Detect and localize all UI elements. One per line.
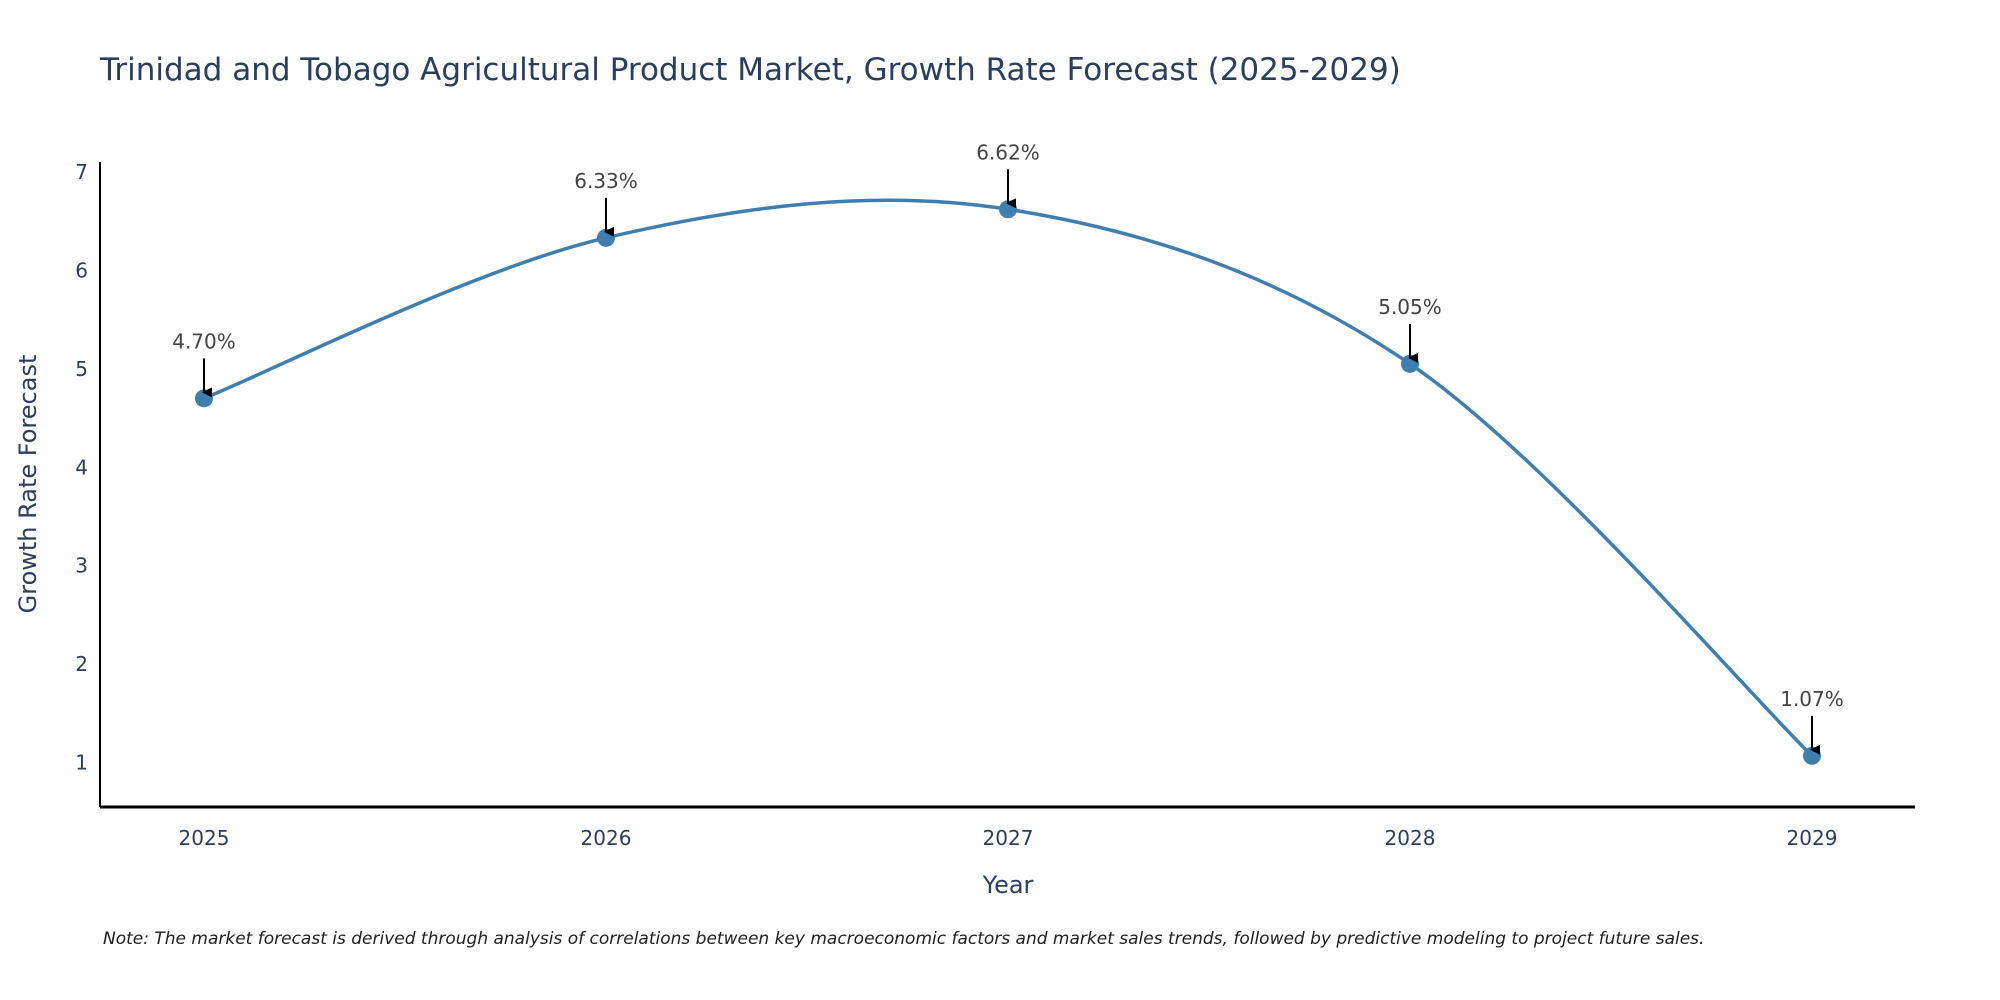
data-label: 5.05% (1378, 295, 1442, 319)
y-tick-label: 4 (75, 455, 88, 479)
y-axis-title: Growth Rate Forecast (14, 355, 42, 614)
y-tick-label: 3 (75, 554, 88, 578)
y-tick-label: 6 (75, 258, 88, 282)
x-tick-label: 2025 (179, 826, 230, 850)
data-point-markers (195, 200, 1821, 765)
x-tick-label: 2029 (1787, 826, 1838, 850)
data-label: 6.33% (574, 169, 638, 193)
x-tick-label: 2028 (1385, 826, 1436, 850)
footnote: Note: The market forecast is derived thr… (103, 929, 1704, 949)
x-tick-label: 2027 (983, 826, 1034, 850)
y-tick-label: 2 (75, 652, 88, 676)
y-tick-label: 7 (75, 160, 88, 184)
x-axis-title: Year (982, 871, 1034, 899)
y-tick-label: 5 (75, 357, 88, 381)
data-label: 1.07% (1780, 687, 1844, 711)
y-tick-label: 1 (75, 751, 88, 775)
data-label: 6.62% (976, 140, 1040, 164)
y-axis-ticks: 1 2 3 4 5 6 7 (75, 160, 88, 775)
data-label: 4.70% (172, 329, 236, 353)
x-axis-ticks: 2025 2026 2027 2028 2029 (179, 826, 1838, 850)
data-label-annotations: 4.70% 6.33% 6.62% 5.05% 1.07% (172, 140, 1844, 755)
x-tick-label: 2026 (581, 826, 632, 850)
series-line (203, 198, 1814, 758)
chart-title: Trinidad and Tobago Agricultural Product… (99, 52, 1401, 88)
